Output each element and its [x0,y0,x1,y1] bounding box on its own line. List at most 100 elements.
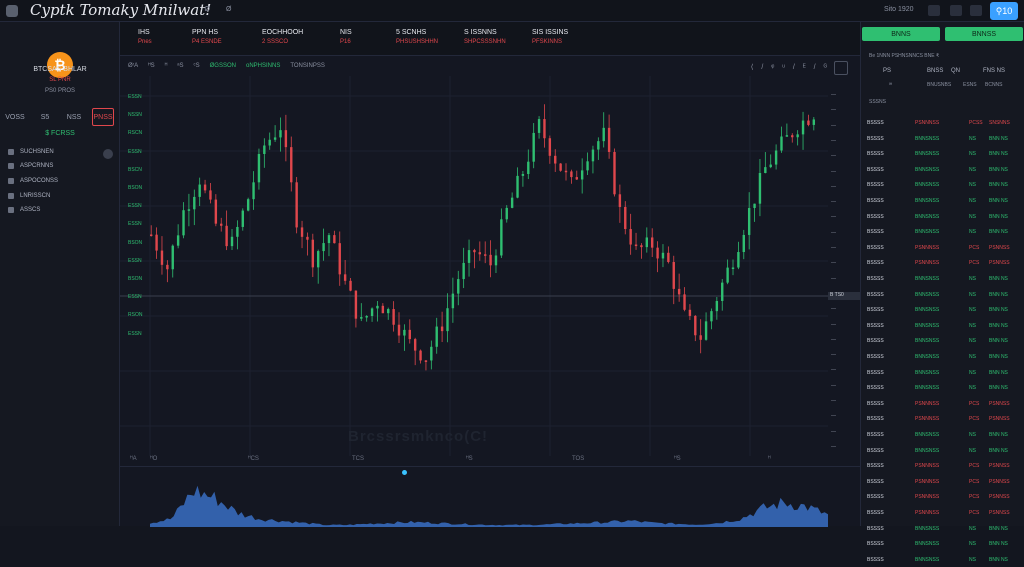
order-cell: BNN NS [989,291,1008,298]
order-row[interactable]: BSSSS BNNSNSS NS BNN NS [861,541,1024,551]
order-cell: BNNSNSS [915,229,940,236]
candle [279,130,282,138]
order-row[interactable]: BSSSS BNNSNSS NS BNN NS [861,526,1024,536]
axis-tick: — [831,275,836,282]
sidebar-item-label: ASPOCONSS [20,178,59,184]
candle [413,339,417,351]
left-price-label: ESSN [128,257,142,264]
timeframe-button[interactable]: NSS [66,113,82,121]
order-row[interactable]: BSSSS BNNSNSS NS BNN NS [861,151,1024,161]
candle [634,244,638,247]
order-row[interactable]: BSSSS BNNSNSS NS BNN NS [861,167,1024,177]
order-row[interactable]: BSSSS PSNNNSS PCS PSNNSS [861,510,1024,520]
coin-pair: BTCSAS BHLAR [33,66,87,73]
order-row[interactable]: BSSSS PSNNNSS PCS PSNNSS [861,479,1024,489]
order-row[interactable]: BSSSS BNNSNSS NS BNN NS [861,385,1024,395]
order-row[interactable]: BSSSS BNNSNSS NS BNN NS [861,136,1024,146]
left-price-label: ESSN [128,294,142,301]
sell-button[interactable]: BNNSS [945,27,1023,41]
chart-icon [8,149,14,155]
timeframe-button-active[interactable]: PNSS [92,108,114,126]
candle [559,163,562,171]
toolbar-item[interactable]: ᴴ [164,63,168,69]
left-price-label: BSON [128,276,143,282]
order-row[interactable]: BSSSS BNNSNSS NS BNN NS [861,338,1024,348]
order-cell: BNN NS [989,135,1008,142]
time-label: ᴴA [130,456,137,462]
candle [176,235,180,246]
candle [543,119,546,139]
order-row[interactable]: BSSSS BNNSNSS NS BNN NS [861,354,1024,364]
order-row[interactable]: BSSSS BNNSNSS NS BNN NS [861,370,1024,380]
axis-tick: — [831,214,836,221]
toolbar-indicator[interactable]: ØGSSON [209,63,236,69]
order-cell: BNNSNSS [915,385,940,392]
price-chart[interactable]: ØʳA ᴴS ᴴ ᵃS ᶜS ØGSSON oNPHSINNS TONSINPS… [120,56,860,466]
order-cell: BNNSNSS [915,307,940,314]
toolbar-item[interactable]: ᴴS [148,63,155,69]
stat-item: NIS P16 [340,29,352,45]
candle [774,150,778,165]
order-row[interactable]: BSSSS BNNSNSS NS BNN NS [861,307,1024,317]
axis-tick: — [831,428,836,435]
order-cell: NS [969,276,976,282]
settings-icon[interactable] [950,5,962,16]
order-row[interactable]: BSSSS BNNSNSS NS BNN NS [861,323,1024,333]
candle [430,346,433,361]
order-row[interactable]: BSSSS BNNSNSS NS BNN NS [861,432,1024,442]
user-icon[interactable] [970,5,982,16]
volume-chart[interactable] [120,466,860,527]
timeframe-button[interactable]: S5 [40,113,50,121]
order-row[interactable]: BSSSS PSNNNSS PCS PSNNSS [861,494,1024,504]
candle [317,251,320,268]
toolbar-item[interactable]: ᵃS [177,63,184,69]
search-button[interactable]: ⚲10 [990,2,1018,20]
order-row[interactable]: BSSSS BNNSNSS NS BNN NS [861,198,1024,208]
sidebar-item[interactable]: ASPOCONSS [8,178,58,184]
order-row[interactable]: BSSSS PSNNNSS PCS PSNNSS [861,260,1024,270]
toolbar-indicator[interactable]: oNPHSINNS [245,63,281,69]
notification-icon[interactable] [928,5,940,16]
buy-button[interactable]: BNNS [862,27,940,41]
toolbar-item[interactable]: TONSINPSS [290,63,325,69]
sidebar-item[interactable]: SUCHSNEN [8,149,54,155]
order-cell: NS [969,447,976,454]
sidebar-item[interactable]: ASPCRNNS [8,163,53,169]
order-row[interactable]: BSSSS PSNNNSS PCS PSNNSS [861,401,1024,411]
order-row[interactable]: BSSSS BNNSNSS NS BNN NS [861,182,1024,192]
order-cell: PSNNNSS [915,120,940,126]
order-cell: BNN NS [989,182,1008,189]
order-cell: BNNSNSS [915,525,940,532]
order-cell: BSSSS [867,151,884,158]
sidebar: ₿ BTCSAS BHLAR SL PNR PS0 PROS VOSS S5 N… [0,22,120,526]
timeframe-button[interactable]: VOSS [5,113,25,121]
sidebar-item-label: SUCHSNEN [20,149,54,155]
fullscreen-icon[interactable] [834,61,848,75]
chart-settings-icon[interactable]: ØʳA [128,63,139,69]
left-price-label: NSSN [128,112,142,119]
order-cell: NS [969,166,976,173]
order-row[interactable]: BSSSS PSNNNSS PCS PSNNSS [861,416,1024,426]
order-cell: NS [969,151,976,158]
order-row[interactable]: BSSSS PSNNNSS PCSS SNSNNS [861,120,1024,130]
order-cell: PSNNSS [989,244,1010,251]
top-bar: Cyptk Tomaky Mnilwat! · · Ø Ø Sito 1920 … [0,0,1024,22]
order-row[interactable]: BSSSS PSNNNSS PCS PSNNSS [861,245,1024,255]
toolbar-item[interactable]: ᶜS [193,63,200,69]
order-cell: NS [969,135,976,142]
sidebar-item[interactable]: LNRISSCN [8,193,50,199]
order-row[interactable]: BSSSS BNNSNSS NS BNN NS [861,214,1024,224]
candle [694,315,697,336]
order-row[interactable]: BSSSS BNNSNSS NS BNN NS [861,276,1024,286]
left-price-label: ESSN [128,94,142,100]
order-cell: BNN NS [989,307,1008,314]
sidebar-collapse-icon[interactable] [103,149,113,159]
order-row[interactable]: BSSSS PSNNNSS PCS PSNNSS [861,463,1024,473]
sidebar-item[interactable]: ASSCS [8,207,40,213]
order-row[interactable]: BSSSS BNNSNSS NS BNN NS [861,292,1024,302]
order-row[interactable]: BSSSS BNNSNSS NS BNN NS [861,557,1024,567]
drawing-tools[interactable]: ⟨ / ᵠ ᵘ / ᴱ / ᴳ [750,64,830,71]
order-row[interactable]: BSSSS BNNSNSS NS BNN NS [861,229,1024,239]
order-row[interactable]: BSSSS BNNSNSS NS BNN NS [861,448,1024,458]
time-label: TCS [352,456,364,462]
